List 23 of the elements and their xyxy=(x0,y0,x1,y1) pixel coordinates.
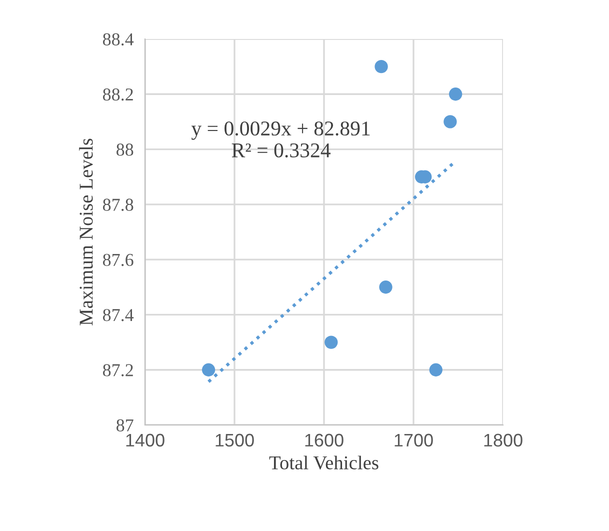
x-tick-label: 1800 xyxy=(484,434,522,447)
y-tick-label: 87.2 xyxy=(102,364,133,376)
y-tick-label: 88 xyxy=(116,144,134,156)
point xyxy=(202,363,216,376)
point xyxy=(324,336,338,349)
x-tick-label: 1700 xyxy=(394,434,433,447)
point xyxy=(379,280,392,294)
y-tick-label: 87.6 xyxy=(102,254,134,266)
y-axis-title: Maximum Noise Levels xyxy=(79,138,93,326)
y-tick-label: 88.4 xyxy=(102,33,134,46)
point xyxy=(374,60,388,74)
point xyxy=(429,363,442,376)
y-tick-label: 88.2 xyxy=(102,88,133,101)
point xyxy=(448,88,462,101)
x-tick-label: 1400 xyxy=(126,434,164,447)
x-axis-title: Total Vehicles xyxy=(269,456,378,470)
y-tick-label: 87.4 xyxy=(102,308,134,322)
x-tick-label: 1500 xyxy=(216,434,254,447)
y-tick-label: 87 xyxy=(116,419,134,432)
annotation: y = 0.0029x + 82.891 R² = 0.3324 xyxy=(191,121,370,158)
y-tick-label: 87.8 xyxy=(102,198,134,211)
x-tick-label: 1600 xyxy=(305,434,344,447)
point xyxy=(444,115,457,128)
